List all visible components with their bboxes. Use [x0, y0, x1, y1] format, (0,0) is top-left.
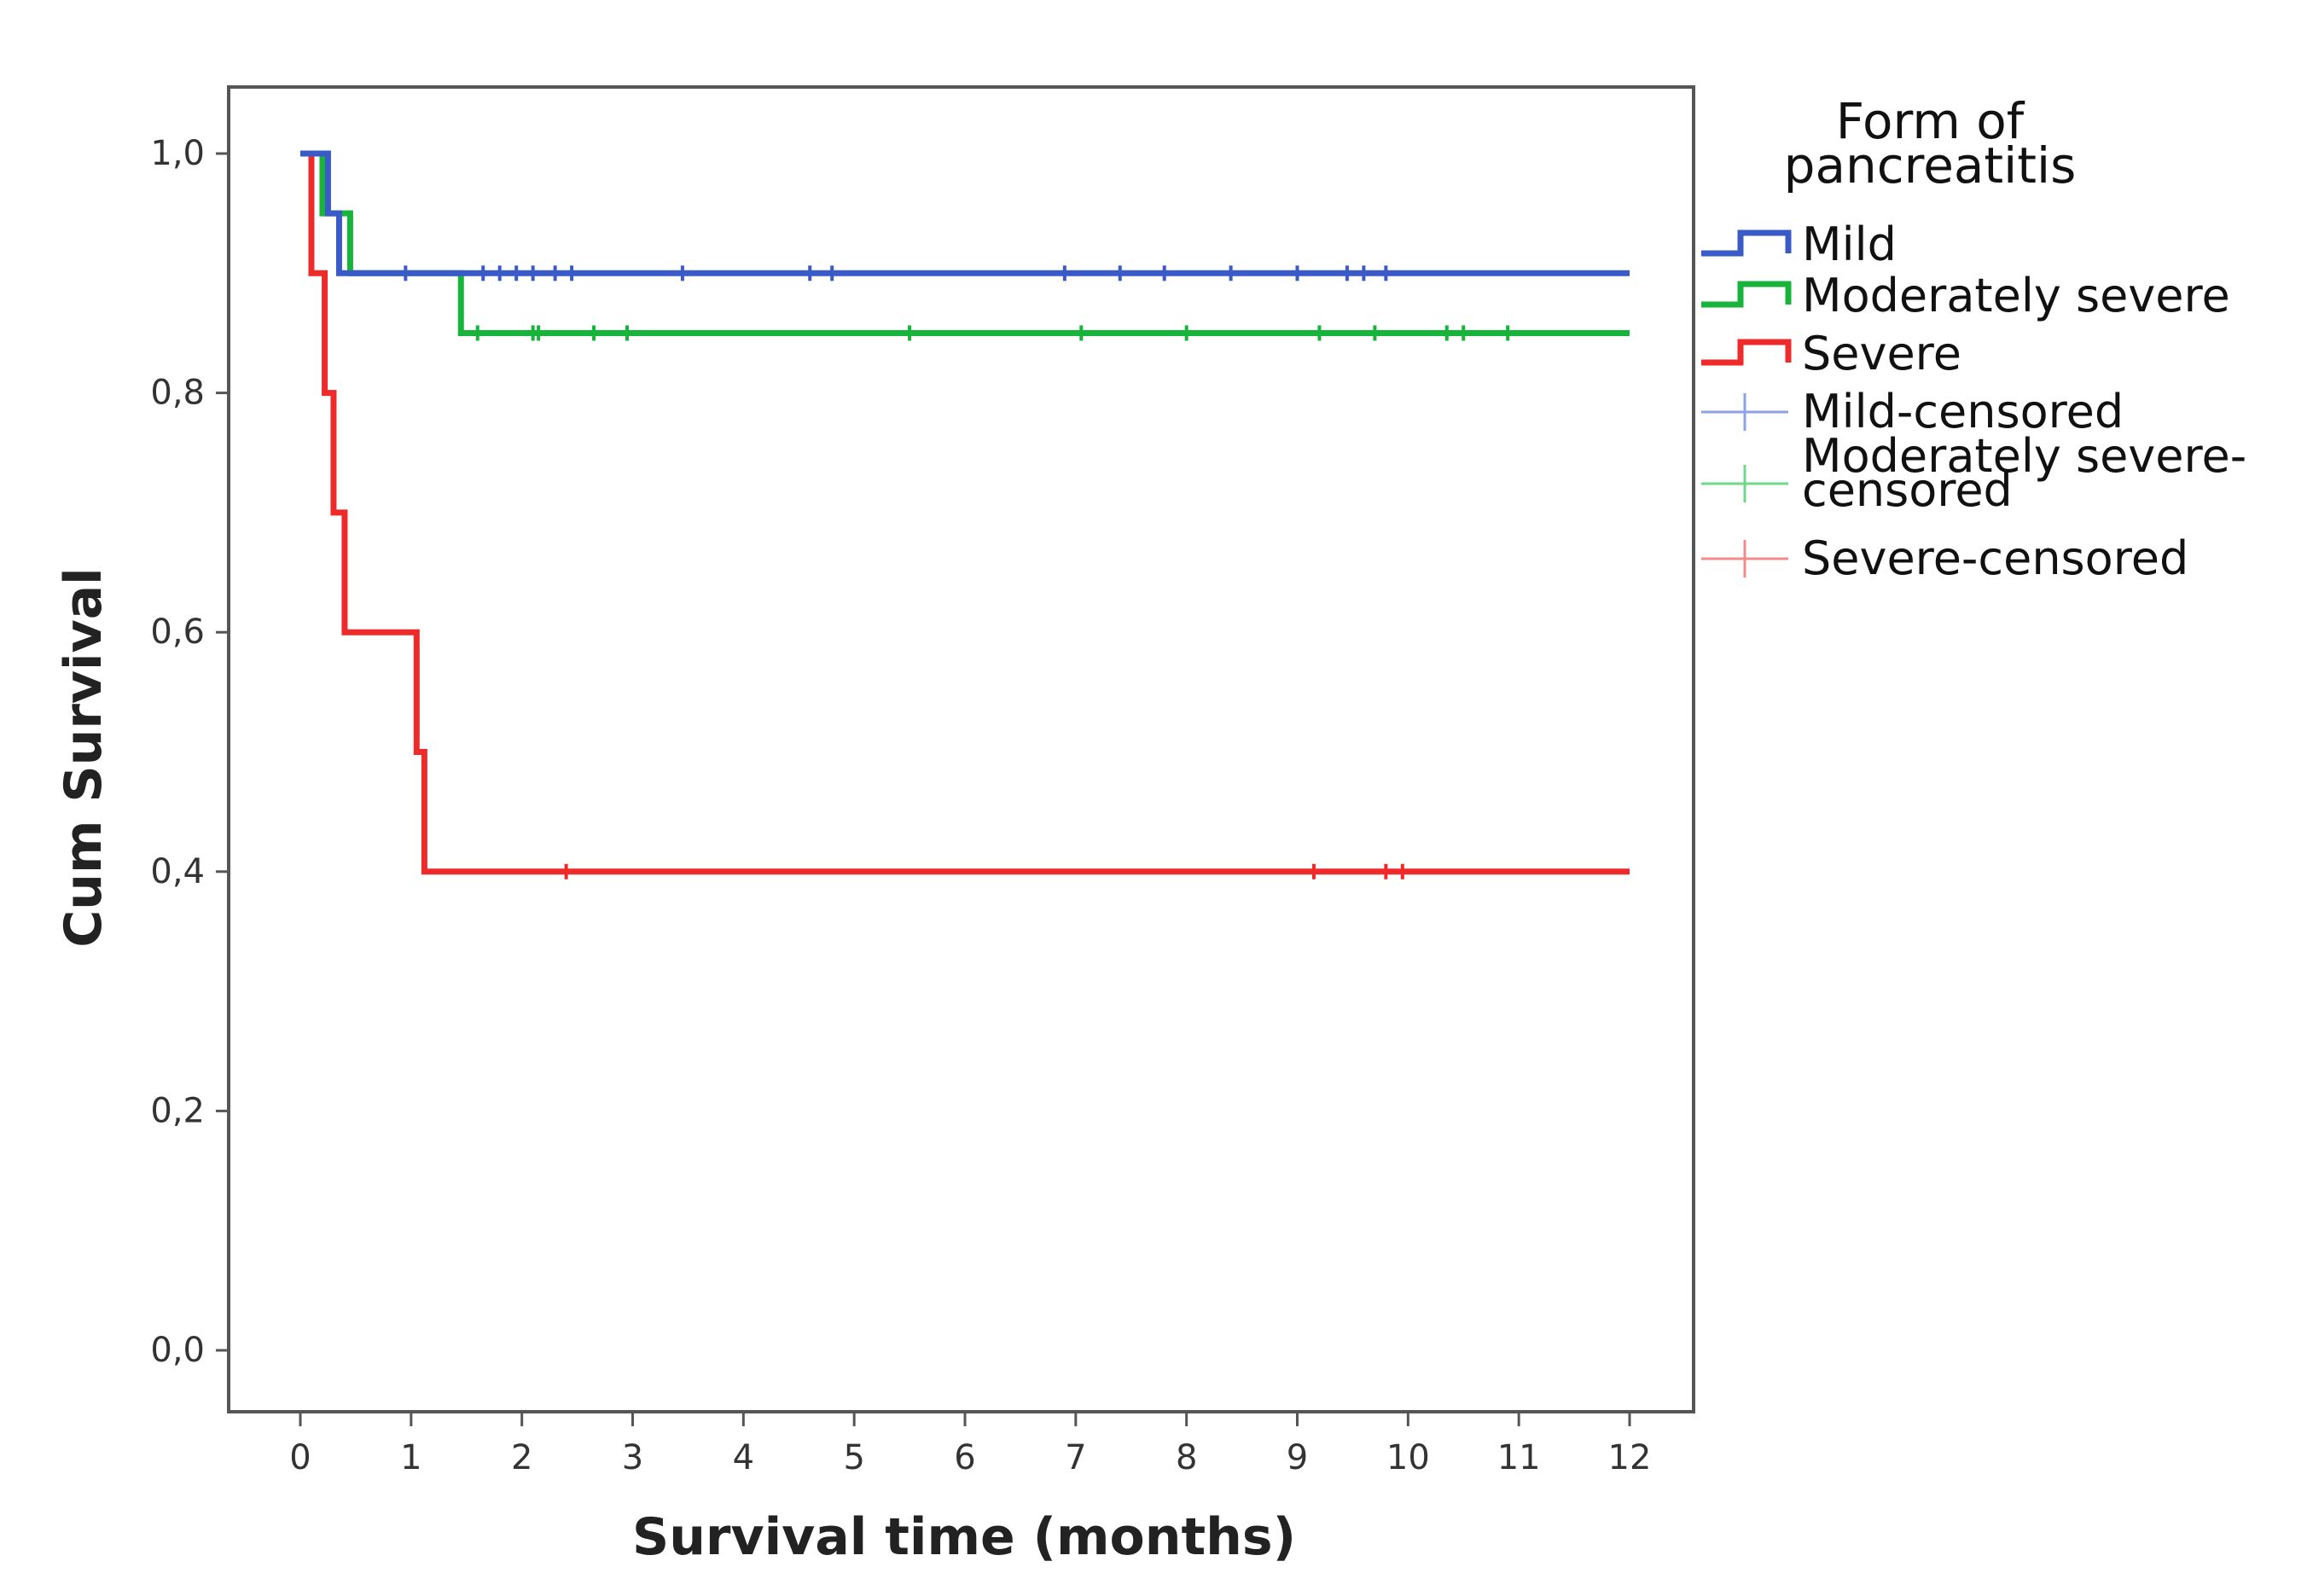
x-tick-label: 2 — [511, 1438, 532, 1477]
x-tick-label: 0 — [289, 1438, 311, 1477]
legend-label-severe-censored: Severe-censored — [1802, 531, 2188, 585]
x-tick-label: 10 — [1386, 1438, 1430, 1477]
y-tick-label: 0,2 — [150, 1091, 205, 1130]
series-layer — [300, 150, 1630, 879]
x-tick-label: 5 — [843, 1438, 864, 1477]
legend-label-moderately-severe-censored: censored — [1802, 463, 2013, 517]
series-line-severe — [300, 150, 1630, 875]
x-tick-label: 11 — [1497, 1438, 1541, 1477]
legend-title: pancreatitis — [1784, 136, 2077, 194]
legend-label-mild: Mild — [1802, 218, 1897, 271]
legend-swatch-mild — [1701, 229, 1792, 257]
x-tick-label: 4 — [733, 1438, 754, 1477]
x-axis-title: Survival time (months) — [632, 1507, 1296, 1567]
y-tick-label: 0,6 — [150, 612, 205, 652]
x-tick-label: 9 — [1287, 1438, 1308, 1477]
legend-swatch-moderately-severe — [1701, 281, 1792, 308]
y-tick-label: 0,4 — [150, 852, 205, 891]
x-tick-label: 3 — [622, 1438, 643, 1477]
legend-label-mild-censored: Mild-censored — [1802, 385, 2124, 438]
legend-swatch-severe — [1701, 339, 1792, 366]
x-tick-label: 7 — [1065, 1438, 1086, 1477]
x-tick-label: 1 — [400, 1438, 421, 1477]
y-tick-label: 0,0 — [150, 1331, 205, 1370]
y-tick-label: 0,8 — [150, 374, 205, 413]
x-tick-label: 6 — [954, 1438, 975, 1477]
plot-frame — [227, 85, 1695, 1413]
legend-title: Form of — [1836, 92, 2025, 150]
legend-label-moderately-severe: Moderately severe — [1802, 269, 2230, 322]
y-tick-label: 1,0 — [150, 134, 205, 173]
y-axis-title: Cum Survival — [54, 567, 113, 948]
series-line-moderately-severe — [300, 150, 1630, 336]
x-axis-ticks: 0 1 2 3 4 5 6 7 8 9 10 11 12 — [289, 1412, 1651, 1477]
x-tick-label: 12 — [1608, 1438, 1652, 1477]
legend-label-severe: Severe — [1802, 327, 1961, 380]
y-axis-ticks: 0,0 0,2 0,4 0,6 0,8 1,0 — [150, 134, 229, 1370]
x-tick-label: 8 — [1176, 1438, 1197, 1477]
legend-label-moderately-severe-censored: Moderately severe- — [1802, 429, 2246, 483]
